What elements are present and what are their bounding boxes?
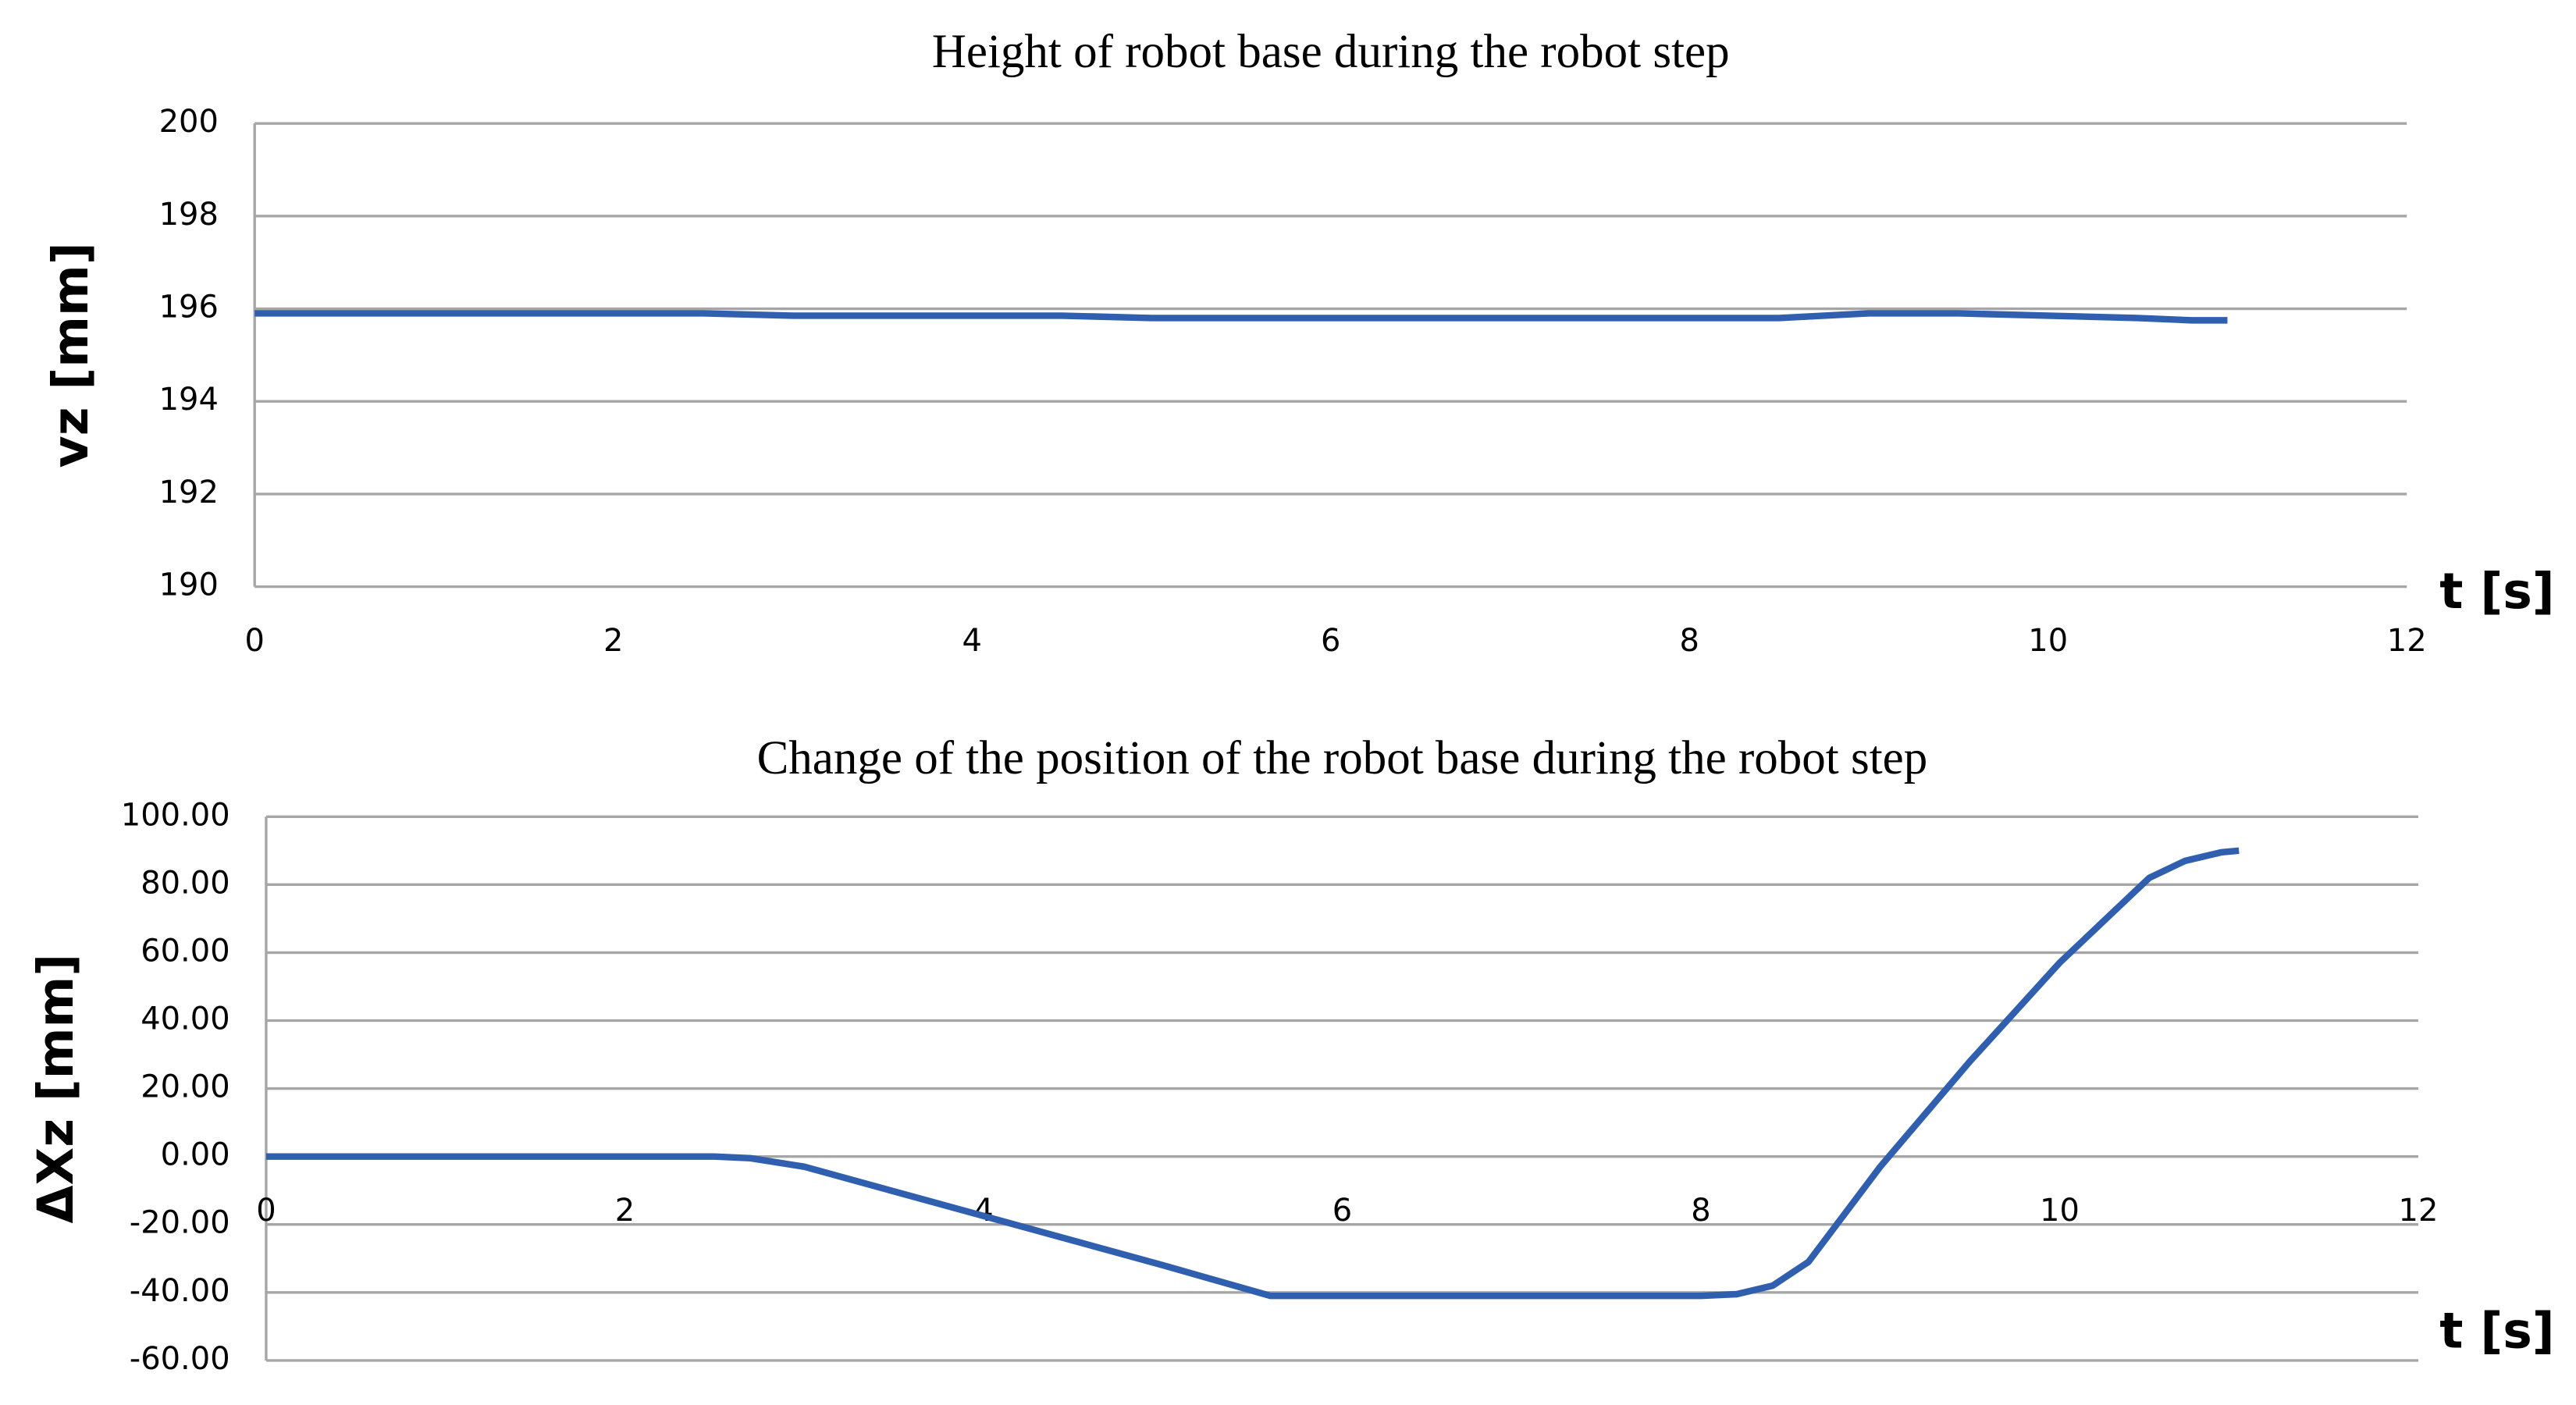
y-tick-label: 194 [159,382,219,418]
x-tick-label: 10 [2040,1193,2080,1229]
y-tick-label: 20.00 [141,1069,229,1105]
x-tick-label: 12 [2399,1193,2439,1229]
x-tick-label: 6 [1321,623,1340,659]
y-axis-label: vz [mm] [41,242,99,468]
chart-title: Change of the position of the robot base… [757,732,1928,784]
y-tick-label: 80.00 [141,865,229,901]
y-tick-label: 200 [159,104,219,140]
x-tick-label: 2 [615,1193,635,1229]
x-tick-label: 2 [603,623,623,659]
y-tick-label: 100.00 [121,797,230,833]
y-tick-label: -60.00 [130,1341,230,1377]
data-line [254,310,2228,324]
y-tick-label: 0.00 [161,1137,230,1173]
chart-title: Height of robot base during the robot st… [932,26,1730,78]
data-line [265,847,2240,1300]
x-tick-label: 0 [256,1193,276,1229]
x-tick-label: 0 [244,623,264,659]
y-tick-label: -40.00 [130,1273,230,1309]
y-tick-label: 198 [159,197,219,233]
y-axis-label: ΔXz [mm] [27,954,84,1223]
y-tick-label: 40.00 [141,1001,229,1037]
y-tick-label: 60.00 [141,933,229,969]
y-tick-label: 192 [159,475,219,510]
x-axis-label: t [s] [2439,1301,2554,1359]
x-tick-label: 8 [1680,623,1699,659]
y-tick-label: -20.00 [130,1205,230,1241]
x-tick-label: 4 [962,623,981,659]
x-axis-label: t [s] [2439,562,2554,620]
x-tick-label: 8 [1691,1193,1710,1229]
x-tick-label: 6 [1332,1193,1352,1229]
y-tick-label: 196 [159,290,219,325]
x-tick-label: 10 [2028,623,2068,659]
x-tick-label: 12 [2387,623,2427,659]
y-tick-label: 190 [159,567,219,603]
